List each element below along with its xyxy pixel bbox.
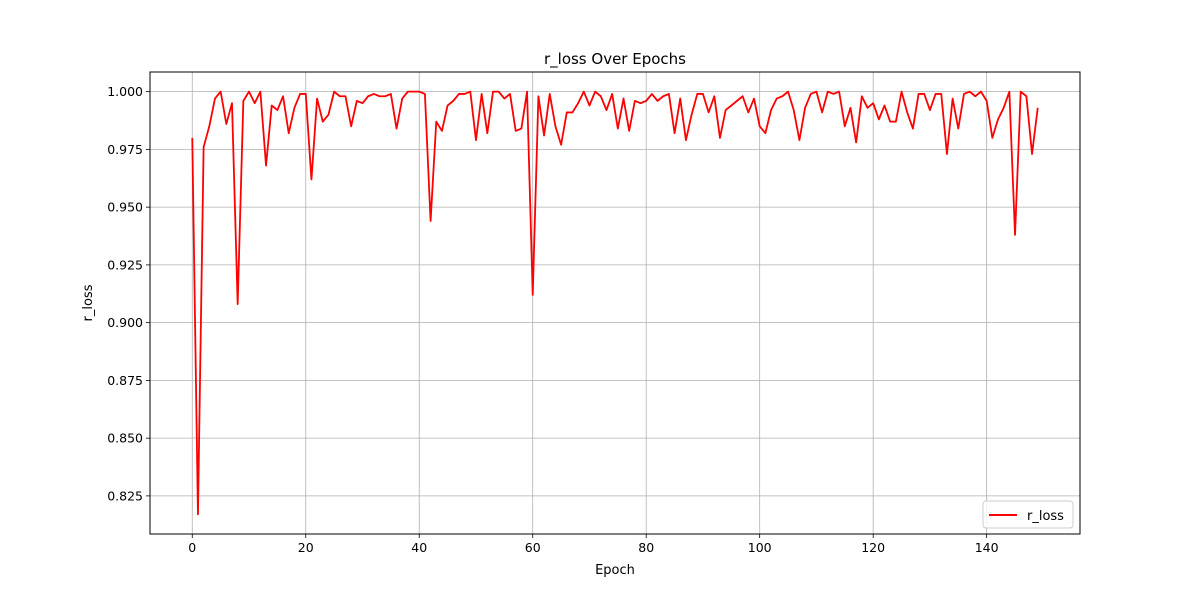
series-line-r-loss	[191, 90, 1039, 516]
x-tick-label: 0	[188, 540, 196, 555]
y-tick-label: 1.000	[107, 84, 143, 99]
y-tick-label: 0.950	[107, 200, 143, 215]
y-tick-label: 0.925	[107, 257, 143, 272]
x-tick-label: 80	[638, 540, 654, 555]
x-tick-label: 140	[975, 540, 999, 555]
series-lines	[191, 90, 1039, 516]
legend-box	[982, 500, 1074, 529]
y-tick-label: 0.850	[107, 431, 143, 446]
x-tick-label: 60	[525, 540, 541, 555]
y-axis-label: r_loss	[81, 284, 96, 321]
x-tick-label: 100	[748, 540, 772, 555]
plot-area-frame	[149, 71, 1081, 535]
y-tick-label: 0.900	[107, 315, 143, 330]
legend: r_loss	[982, 500, 1074, 529]
x-tick-label: 20	[298, 540, 314, 555]
x-axis-ticks: 0 20 40 60 80 100 120 140	[188, 534, 999, 555]
y-tick-label: 0.825	[107, 488, 143, 503]
legend-label-r-loss: r_loss	[1027, 509, 1064, 524]
y-axis-ticks: 0.825 0.850 0.875 0.900 0.925 0.950 0.975 1.000	[107, 84, 150, 503]
x-axis-label: Epoch	[595, 563, 635, 578]
chart-title: r_loss Over Epochs	[544, 50, 686, 69]
y-tick-label: 0.875	[107, 373, 143, 388]
y-tick-label: 0.975	[107, 142, 143, 157]
x-tick-label: 40	[411, 540, 427, 555]
grid-lines	[150, 72, 1080, 534]
x-tick-label: 120	[861, 540, 885, 555]
